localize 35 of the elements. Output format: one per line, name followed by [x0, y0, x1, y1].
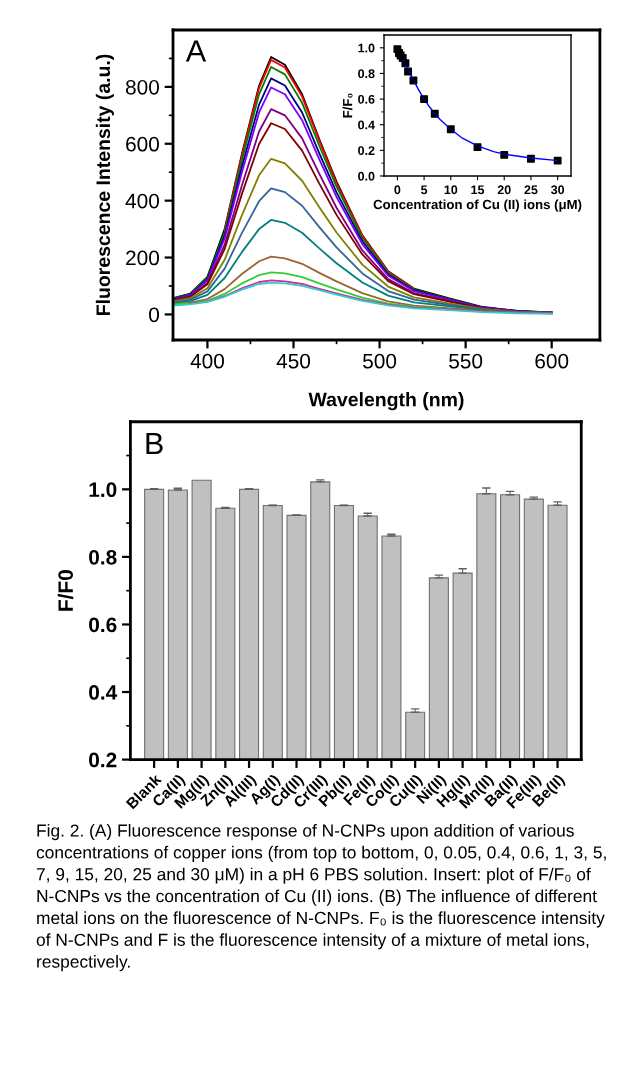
y-tick-label: 0.2 — [89, 752, 117, 768]
x-tick-label: 10 — [444, 185, 458, 195]
x-axis-title: Concentration of Cu (II) ions (μM) — [373, 199, 582, 212]
x-tick-label: 20 — [497, 185, 511, 195]
x-tick-label: 30 — [550, 185, 565, 195]
y-axis-title: Fluorescence Intensity (a.u.) — [95, 54, 114, 315]
y-tick-label: 600 — [126, 136, 159, 152]
x-tick-label: 400 — [190, 353, 224, 369]
x-tick-label: 600 — [535, 353, 569, 369]
annotation: B — [146, 433, 163, 455]
annotation: A — [185, 40, 207, 62]
x-tick-label: 0 — [394, 185, 401, 195]
y-tick-label: 0.4 — [358, 120, 375, 130]
x-tick-label: 500 — [363, 353, 397, 369]
y-tick-label: 0.2 — [358, 146, 375, 155]
y-tick-label: 0.6 — [358, 94, 375, 104]
y-tick-label: 0.8 — [358, 69, 375, 79]
x-tick-label: 550 — [449, 353, 483, 369]
y-tick-label: 0.0 — [358, 171, 375, 181]
y-tick-label: 0.4 — [89, 685, 118, 700]
y-tick-label: 0.6 — [89, 617, 117, 633]
x-tick-label: 5 — [421, 185, 428, 195]
y-axis-title: F/F0 — [57, 570, 74, 611]
x-axis-title: Wavelength (nm) — [308, 392, 464, 411]
y-tick-label: 0 — [149, 307, 159, 323]
y-tick-label: 800 — [125, 79, 159, 95]
y-tick-label: 0.8 — [89, 549, 117, 565]
y-tick-label: 1.0 — [89, 482, 117, 498]
y-tick-label: 200 — [126, 250, 159, 266]
caption: Fig. 2. (A) Fluorescence response of N-CNPs upon addition of various concentrations of copper ions (from top to bottom, 0, 0.05, 0.4, 0.6, 1, 3, 5, 7, 9, 15, 20, 25 and 30 μM) in a pH 6 PBS solution. Insert: plot of F/F₀ of N-CNPs vs the concentration of Cu (II) ions. (B) The influence of different metal ions on the fluorescence of N-CNPs. F₀ is the fluorescence intensity of N-CNPs and F is the fluorescence intensity of a mixture of metal ions, respectively. — [36, 823, 606, 972]
x-tick-label: 25 — [524, 185, 538, 195]
y-tick-label: 1.0 — [358, 43, 375, 53]
y-axis-title: F/F₀ — [342, 93, 353, 118]
x-tick-label: 15 — [471, 185, 485, 195]
x-tick-label: 450 — [276, 353, 311, 369]
